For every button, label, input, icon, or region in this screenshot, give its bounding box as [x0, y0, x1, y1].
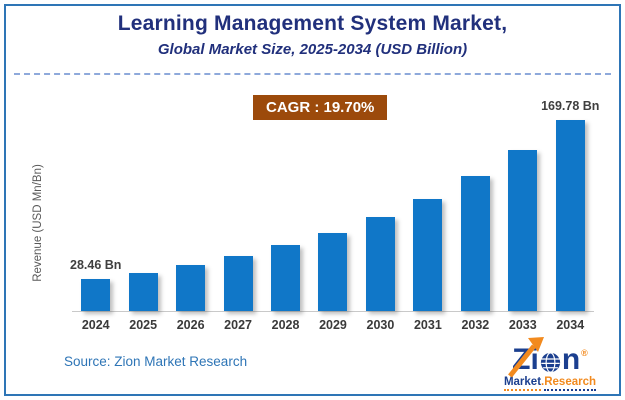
bar-slot-2034: 169.78 Bn [541, 99, 599, 311]
bar-2030 [365, 217, 395, 311]
bar-value-label-2024: 28.46 Bn [70, 258, 122, 273]
logo-tagline: Market.Research [491, 376, 609, 391]
logo-tagline-research: Research [544, 376, 597, 391]
bar-2032 [460, 176, 490, 311]
bar-2024 [81, 279, 111, 311]
chart-title: Learning Management System Market, [117, 12, 508, 35]
x-tick-label-2028: 2028 [271, 318, 300, 332]
registered-trademark-icon: ® [581, 348, 588, 358]
logo-tagline-market: Market [503, 376, 542, 391]
x-tick-label-2031: 2031 [413, 318, 442, 332]
bar-2027 [223, 256, 253, 311]
bar-2031 [413, 198, 443, 311]
x-tick-label-2027: 2027 [224, 318, 252, 332]
logo-letter-n: n [561, 343, 581, 376]
x-tick-label-2034: 2034 [556, 318, 585, 332]
bar-slot-2026 [167, 109, 214, 311]
x-tick-label-2030: 2030 [366, 318, 395, 332]
x-tick-label-2024: 2024 [81, 318, 110, 332]
globe-icon [540, 351, 560, 373]
x-tick-label-2025: 2025 [129, 318, 158, 332]
source-attribution: Source: Zion Market Research [64, 354, 248, 369]
bar-2033 [508, 149, 538, 311]
cagr-badge: CAGR : 19.70% [253, 95, 388, 120]
chart-subtitle: Global Market Size, 2025-2034 (USD Billi… [157, 41, 468, 58]
bar-slot-2029 [309, 109, 356, 311]
x-tick-label-2029: 2029 [319, 318, 347, 332]
logo-letter-z: Z [512, 343, 530, 376]
bar-slot-2025 [119, 109, 166, 311]
bar-slot-2032 [452, 109, 499, 311]
bar-slot-2033 [499, 109, 546, 311]
x-tick-label-2033: 2033 [508, 318, 537, 332]
bar-2026 [176, 265, 206, 311]
bar-2025 [128, 272, 158, 311]
x-tick-label-2032: 2032 [461, 318, 490, 332]
logo-letter-i: i [530, 343, 539, 376]
bar-slot-2027 [214, 109, 261, 311]
bar-value-label-2034: 169.78 Bn [541, 99, 600, 114]
bar-slot-2028 [262, 109, 309, 311]
bar-slot-2031 [404, 109, 451, 311]
x-tick-label-2026: 2026 [176, 318, 205, 332]
bar-chart: 28.46 Bn 169.78 Bn 2024 2025 2026 2027 2028 20… [70, 99, 599, 332]
bar-slot-2030 [357, 109, 404, 311]
header-divider [14, 73, 611, 75]
bar-2029 [318, 232, 348, 311]
logo-tagline-dot: . [541, 376, 545, 388]
bar-2028 [271, 245, 301, 311]
y-axis-label: Revenue (USD Mn/Bn) [32, 164, 44, 282]
bar-2034 [555, 120, 585, 311]
plot-area: 28.46 Bn 169.78 Bn [70, 99, 599, 312]
bar-slot-2024: 28.46 Bn [70, 109, 122, 311]
x-axis-labels: 2024 2025 2026 2027 2028 2029 2030 2031 2032 2033… [72, 318, 594, 332]
